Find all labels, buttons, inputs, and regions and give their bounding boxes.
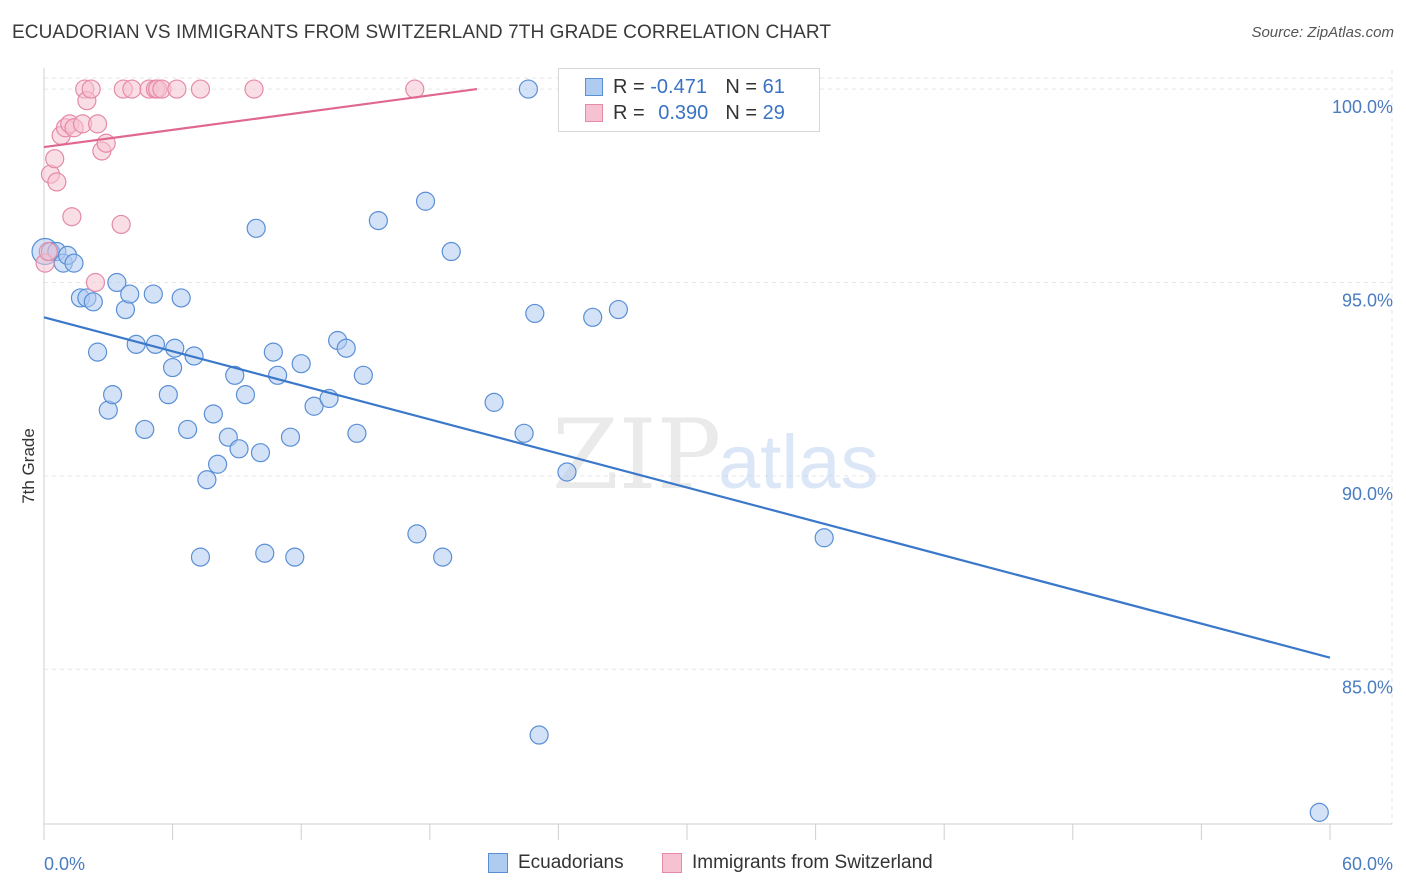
swiss-point [45,149,65,169]
swiss-point [190,79,211,99]
x-tick-label: 60.0% [1342,854,1393,874]
ecuadorian-point [347,423,367,443]
ecuadorian-point [190,547,211,567]
ecuadorian-point [1309,802,1329,822]
ecuadorian-point [135,419,155,440]
bottom-legend-swatch-pink [662,853,682,873]
source-note: Source: ZipAtlas.com [1251,24,1394,41]
ecuadorian-point [158,385,178,405]
ecuadorian-point [143,284,163,304]
legend-n-label: N = [725,101,758,124]
ecuadorian-point [280,427,301,447]
ecuadorian-point [353,365,373,385]
swiss-point [62,207,82,227]
ecuadorian-point [235,385,256,405]
ecuadorian-point [208,454,228,474]
ecuadorian-point [304,396,324,416]
ecuadorian-point [407,524,427,544]
swiss-point [47,172,67,192]
legend-swatch-pink [585,104,603,122]
y-tick-label: 100.0% [1332,97,1393,117]
watermark: ZIP atlas [552,399,879,511]
ecuadorian-point [203,404,223,424]
ecuadorian-point [608,299,629,320]
ecuadorian-point [120,284,140,304]
axes [43,68,1392,840]
ecuadorian-point [246,218,266,238]
x-tick-labels: 0.0% 60.0% [44,854,1393,874]
bottom-legend-label: Immigrants from Switzerland [692,852,933,873]
series-ecuadorians-points [31,79,1329,822]
swiss-point [405,79,425,99]
legend-row-ecuadorians: R = -0.471 N = 61 [585,74,785,100]
swiss-point [244,79,264,99]
ecuadorian-point [518,79,538,99]
legend-row-swiss: R = 0.390 N = 29 [585,100,785,126]
legend-swatch-blue [585,78,603,96]
ecuadorian-point [250,443,271,463]
trend-line-swiss [43,87,478,149]
y-tick-label: 85.0% [1342,677,1393,697]
ecuadorian-point [514,423,534,443]
legend-r-label: R = [613,75,645,98]
ecuadorian-point [441,241,461,262]
bottom-legend-ecuadorians: Ecuadorians [488,852,624,874]
ecuadorian-point [197,470,217,490]
x-tick-label: 0.0% [44,854,85,874]
ecuadorian-point [814,528,834,548]
ecuadorian-point [163,357,183,378]
ecuadorian-point [291,354,311,374]
ecuadorian-point [336,338,356,358]
swiss-point [38,241,58,262]
ecuadorian-point [368,210,388,231]
stats-legend: R = -0.471 N = 61 R = 0.390 N = 29 [558,68,820,132]
ecuadorian-point [484,392,504,412]
ecuadorian-point [285,547,305,567]
ecuadorian-point [64,253,84,273]
watermark-atlas: atlas [718,420,879,505]
legend-r-value: -0.471 [650,75,707,98]
trend-line-ecuadorians [43,316,1331,659]
legend-n-value: 29 [762,101,785,124]
swiss-point [81,79,101,99]
bottom-legend-label: Ecuadorians [518,852,624,873]
y-tick-labels: 100.0% 95.0% 90.0% 85.0% [1332,97,1393,697]
swiss-point [111,214,131,235]
bottom-legend-swiss: Immigrants from Switzerland [662,852,933,874]
y-axis-label: 7th Grade [19,428,38,504]
ecuadorian-point [529,725,549,745]
ecuadorian-point [107,272,127,293]
legend-r-value: 0.390 [658,101,709,124]
ecuadorian-point [433,547,453,567]
legend-n-label: N = [725,75,758,98]
bottom-legend-swatch-blue [488,853,508,873]
ecuadorian-point [225,365,245,385]
ecuadorian-point [415,191,436,211]
ecuadorian-point [525,303,545,324]
chart-title: ECUADORIAN VS IMMIGRANTS FROM SWITZERLAN… [12,22,832,43]
ecuadorian-point [263,342,283,362]
legend-r-label: R = [613,101,645,124]
ecuadorian-point [178,419,198,440]
y-tick-label: 95.0% [1342,290,1393,310]
trend-lines [43,87,1331,659]
swiss-point [122,79,142,99]
ecuadorian-point [171,288,191,308]
ecuadorian-point [102,385,123,405]
ecuadorian-point [87,342,108,362]
ecuadorian-point [557,462,577,482]
swiss-point [87,114,108,134]
ecuadorian-point [583,307,603,327]
ecuadorian-point [255,543,275,563]
ecuadorian-point [229,439,249,459]
legend-n-value: 61 [762,75,785,98]
swiss-point [85,272,106,293]
watermark-zip: ZIP [552,399,721,511]
swiss-point [167,79,187,99]
y-tick-label: 90.0% [1342,484,1393,504]
ecuadorian-point [83,292,103,312]
